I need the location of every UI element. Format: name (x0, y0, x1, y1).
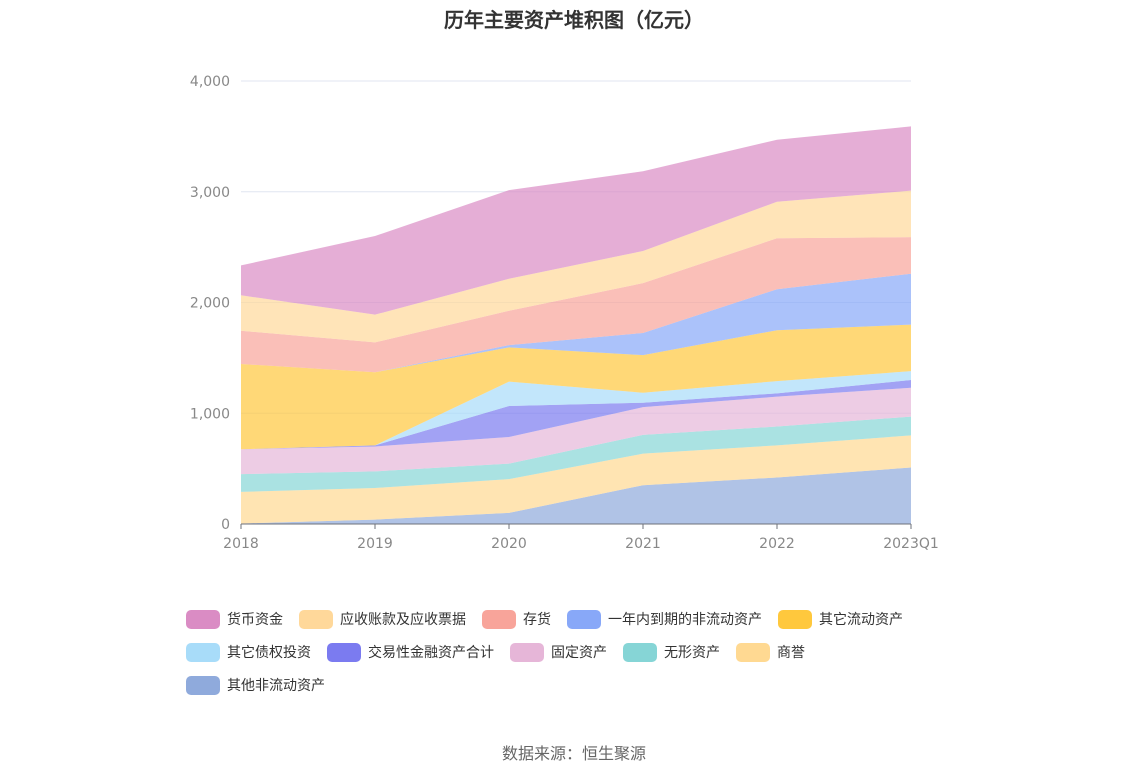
legend-label: 存货 (523, 612, 551, 628)
legend-item[interactable]: 一年内到期的非流动资产 (567, 609, 762, 629)
legend: 货币资金 应收账款及应收票据 存货 一年内到期的非流动资产 其它流动资产其它债权投资 交易… (186, 607, 986, 706)
legend-item[interactable]: 无形资产 (623, 642, 720, 662)
x-tick-label: 2023Q1 (883, 536, 939, 552)
legend-item[interactable]: 固定资产 (510, 642, 607, 662)
legend-swatch (510, 642, 544, 662)
area-series-10[interactable] (241, 126, 911, 315)
legend-label: 其它债权投资 (227, 645, 311, 661)
legend-swatch (186, 609, 220, 629)
legend-item[interactable]: 应收账款及应收票据 (299, 609, 466, 629)
x-tick-label: 2021 (625, 536, 661, 552)
area-series-7[interactable] (241, 273, 911, 373)
legend-label: 交易性金融资产合计 (368, 645, 494, 661)
legend-label: 商誉 (777, 645, 805, 661)
x-tick-label: 2018 (223, 536, 259, 552)
y-tick-label: 0 (221, 517, 230, 533)
legend-label: 应收账款及应收票据 (340, 612, 466, 628)
legend-swatch (327, 642, 361, 662)
data-source-note: 数据来源：恒生聚源 (501, 744, 646, 763)
legend-row: 其他非流动资产 (186, 673, 986, 697)
legend-item[interactable]: 其它债权投资 (186, 642, 311, 662)
area-series-6[interactable] (241, 324, 911, 450)
stacked-area-chart: 0 1,000 2,000 3,000 4,000 2018 2019 2020 2021 202… (190, 74, 939, 552)
legend-item[interactable]: 其他非流动资产 (186, 675, 325, 695)
legend-swatch (299, 609, 333, 629)
legend-label: 货币资金 (227, 612, 283, 628)
area-series-2[interactable] (241, 416, 911, 492)
legend-swatch (778, 609, 812, 629)
legend-label: 固定资产 (551, 645, 607, 661)
legend-swatch (736, 642, 770, 662)
area-series-9[interactable] (241, 190, 911, 343)
area-series-8[interactable] (241, 237, 911, 373)
axes: 0 1,000 2,000 3,000 4,000 2018 2019 2020 2021 202… (190, 74, 939, 552)
legend-swatch (623, 642, 657, 662)
legend-row: 其它债权投资 交易性金融资产合计 固定资产 无形资产 商誉 (186, 640, 986, 664)
legend-swatch (186, 675, 220, 695)
legend-label: 其他非流动资产 (227, 678, 325, 694)
chart-title: 历年主要资产堆积图（亿元） (444, 8, 704, 32)
legend-label: 其它流动资产 (819, 612, 903, 628)
area-series-0[interactable] (241, 467, 911, 524)
legend-swatch (482, 609, 516, 629)
y-tick-label: 4,000 (190, 74, 230, 90)
area-series-1[interactable] (241, 435, 911, 524)
y-tick-label: 1,000 (190, 406, 230, 422)
legend-swatch (567, 609, 601, 629)
x-tick-label: 2022 (759, 536, 795, 552)
legend-item[interactable]: 交易性金融资产合计 (327, 642, 494, 662)
y-tick-label: 3,000 (190, 185, 230, 201)
area-series (241, 126, 911, 524)
y-tick-label: 2,000 (190, 296, 230, 312)
area-series-3[interactable] (241, 387, 911, 475)
area-series-4[interactable] (241, 380, 911, 450)
x-tick-label: 2020 (491, 536, 527, 552)
legend-label: 一年内到期的非流动资产 (608, 612, 762, 628)
legend-swatch (186, 642, 220, 662)
x-tick-label: 2019 (357, 536, 393, 552)
legend-item[interactable]: 商誉 (736, 642, 805, 662)
legend-label: 无形资产 (664, 645, 720, 661)
legend-row: 货币资金 应收账款及应收票据 存货 一年内到期的非流动资产 其它流动资产 (186, 607, 986, 631)
legend-item[interactable]: 其它流动资产 (778, 609, 903, 629)
legend-item[interactable]: 存货 (482, 609, 551, 629)
area-series-5[interactable] (241, 371, 911, 450)
legend-item[interactable]: 货币资金 (186, 609, 283, 629)
